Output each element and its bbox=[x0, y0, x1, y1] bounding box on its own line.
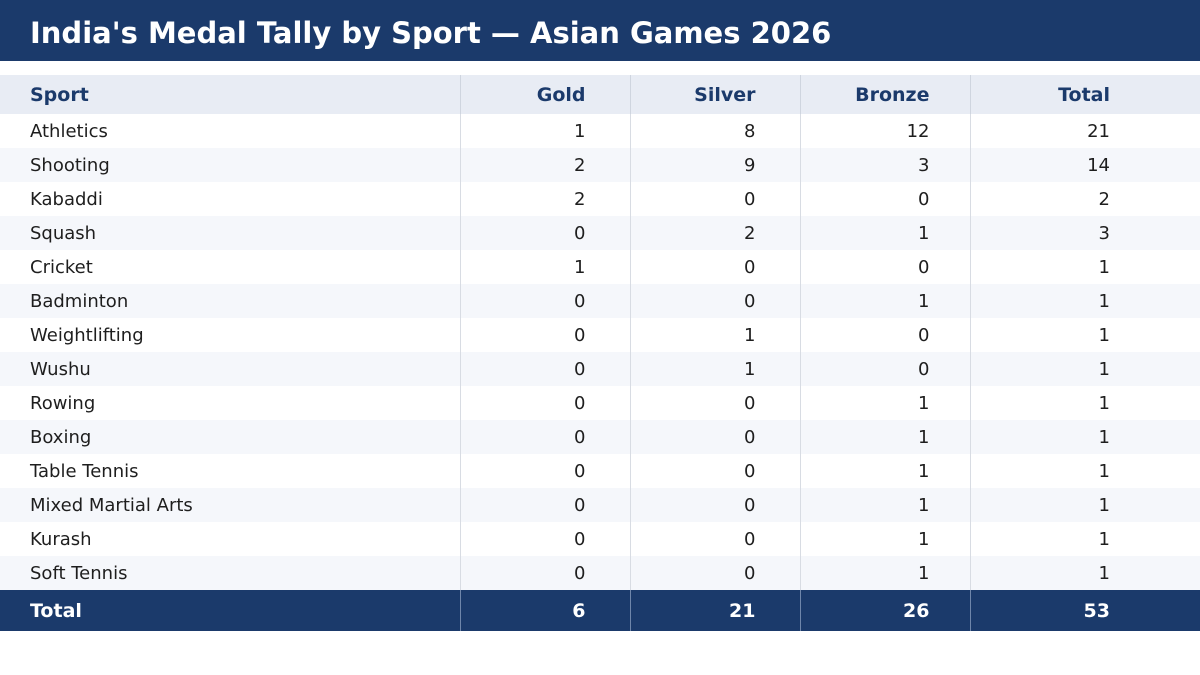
sport-cell: Kabaddi bbox=[30, 188, 103, 210]
gold-cell: 0 bbox=[459, 454, 630, 488]
gold-cell: 0 bbox=[459, 556, 630, 590]
table-row: Kurash 0 0 1 1 bbox=[0, 522, 1200, 556]
bronze-cell: 0 bbox=[799, 250, 970, 284]
silver-cell: 9 bbox=[629, 148, 800, 182]
table-row: Boxing 0 0 1 1 bbox=[0, 420, 1200, 454]
table-row: Squash 0 2 1 3 bbox=[0, 216, 1200, 250]
table-row: Table Tennis 0 0 1 1 bbox=[0, 454, 1200, 488]
silver-cell: 8 bbox=[629, 114, 800, 148]
medal-table: Sport Gold Silver Bronze Total Athletics… bbox=[0, 75, 1200, 631]
table-row: Kabaddi 2 0 0 2 bbox=[0, 182, 1200, 216]
sport-cell: Cricket bbox=[30, 256, 93, 278]
column-header-row: Sport Gold Silver Bronze Total bbox=[0, 75, 1200, 114]
gold-cell: 0 bbox=[459, 352, 630, 386]
sport-cell: Mixed Martial Arts bbox=[30, 494, 193, 516]
total-cell: 21 bbox=[969, 114, 1200, 148]
table-row: Badminton 0 0 1 1 bbox=[0, 284, 1200, 318]
sport-cell: Shooting bbox=[30, 154, 110, 176]
silver-cell: 0 bbox=[629, 182, 800, 216]
bronze-cell: 3 bbox=[799, 148, 970, 182]
silver-cell: 1 bbox=[629, 352, 800, 386]
silver-cell: 0 bbox=[629, 284, 800, 318]
total-cell: 1 bbox=[969, 386, 1200, 420]
table-row: Cricket 1 0 0 1 bbox=[0, 250, 1200, 284]
sport-cell: Athletics bbox=[30, 120, 108, 142]
totals-total: 53 bbox=[969, 590, 1200, 631]
bronze-cell: 1 bbox=[799, 386, 970, 420]
bronze-cell: 1 bbox=[799, 284, 970, 318]
silver-cell: 0 bbox=[629, 522, 800, 556]
totals-silver: 21 bbox=[629, 590, 800, 631]
title-bar: India's Medal Tally by Sport — Asian Gam… bbox=[0, 0, 1200, 61]
sport-cell: Squash bbox=[30, 222, 97, 244]
total-cell: 1 bbox=[969, 318, 1200, 352]
total-cell: 3 bbox=[969, 216, 1200, 250]
table-row: Mixed Martial Arts 0 0 1 1 bbox=[0, 488, 1200, 522]
gold-cell: 0 bbox=[459, 284, 630, 318]
total-cell: 1 bbox=[969, 420, 1200, 454]
sport-cell: Table Tennis bbox=[30, 460, 139, 482]
gold-cell: 0 bbox=[459, 522, 630, 556]
bronze-cell: 1 bbox=[799, 488, 970, 522]
bronze-cell: 0 bbox=[799, 352, 970, 386]
total-cell: 1 bbox=[969, 352, 1200, 386]
total-cell: 1 bbox=[969, 488, 1200, 522]
silver-cell: 0 bbox=[629, 556, 800, 590]
bronze-cell: 1 bbox=[799, 522, 970, 556]
silver-cell: 0 bbox=[629, 386, 800, 420]
gold-cell: 0 bbox=[459, 386, 630, 420]
bronze-cell: 1 bbox=[799, 454, 970, 488]
total-cell: 1 bbox=[969, 250, 1200, 284]
sport-cell: Kurash bbox=[30, 528, 92, 550]
total-cell: 1 bbox=[969, 556, 1200, 590]
total-cell: 14 bbox=[969, 148, 1200, 182]
sport-cell: Badminton bbox=[30, 290, 129, 312]
total-cell: 2 bbox=[969, 182, 1200, 216]
total-cell: 1 bbox=[969, 284, 1200, 318]
sport-cell: Weightlifting bbox=[30, 324, 144, 346]
sport-cell: Wushu bbox=[30, 358, 91, 380]
silver-cell: 2 bbox=[629, 216, 800, 250]
bronze-cell: 0 bbox=[799, 318, 970, 352]
totals-label: Total bbox=[30, 599, 82, 622]
table-row: Shooting 2 9 3 14 bbox=[0, 148, 1200, 182]
bronze-cell: 1 bbox=[799, 556, 970, 590]
table-row: Wushu 0 1 0 1 bbox=[0, 352, 1200, 386]
total-cell: 1 bbox=[969, 522, 1200, 556]
silver-cell: 0 bbox=[629, 454, 800, 488]
table-row: Athletics 1 8 12 21 bbox=[0, 114, 1200, 148]
silver-cell: 0 bbox=[629, 488, 800, 522]
column-header-bronze: Bronze bbox=[799, 75, 970, 114]
total-cell: 1 bbox=[969, 454, 1200, 488]
gold-cell: 2 bbox=[459, 148, 630, 182]
table-row: Weightlifting 0 1 0 1 bbox=[0, 318, 1200, 352]
gold-cell: 0 bbox=[459, 488, 630, 522]
gold-cell: 1 bbox=[459, 114, 630, 148]
totals-row: Total 6 21 26 53 bbox=[0, 590, 1200, 631]
gold-cell: 0 bbox=[459, 216, 630, 250]
column-header-silver: Silver bbox=[629, 75, 800, 114]
bronze-cell: 0 bbox=[799, 182, 970, 216]
totals-gold: 6 bbox=[459, 590, 630, 631]
sport-cell: Boxing bbox=[30, 426, 92, 448]
gold-cell: 0 bbox=[459, 318, 630, 352]
bronze-cell: 1 bbox=[799, 216, 970, 250]
table-row: Rowing 0 0 1 1 bbox=[0, 386, 1200, 420]
gold-cell: 0 bbox=[459, 420, 630, 454]
silver-cell: 0 bbox=[629, 420, 800, 454]
column-header-total: Total bbox=[969, 75, 1200, 114]
silver-cell: 0 bbox=[629, 250, 800, 284]
bronze-cell: 1 bbox=[799, 420, 970, 454]
gold-cell: 2 bbox=[459, 182, 630, 216]
sport-cell: Rowing bbox=[30, 392, 96, 414]
table-row: Soft Tennis 0 0 1 1 bbox=[0, 556, 1200, 590]
silver-cell: 1 bbox=[629, 318, 800, 352]
gold-cell: 1 bbox=[459, 250, 630, 284]
chart-title: India's Medal Tally by Sport — Asian Gam… bbox=[30, 16, 832, 50]
sport-cell: Soft Tennis bbox=[30, 562, 128, 584]
column-header-sport: Sport bbox=[30, 83, 89, 106]
totals-bronze: 26 bbox=[799, 590, 970, 631]
column-header-gold: Gold bbox=[459, 75, 630, 114]
bronze-cell: 12 bbox=[799, 114, 970, 148]
